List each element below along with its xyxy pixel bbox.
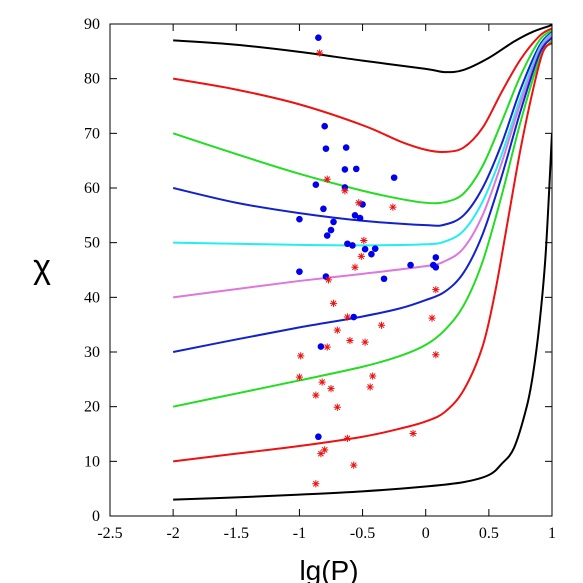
dot-point-1 [321, 122, 328, 130]
star-point-9 [324, 276, 333, 284]
dot-point-16 [323, 232, 331, 239]
star-point-16 [361, 338, 369, 346]
y-tick-label-6: 60 [84, 180, 100, 197]
dot-point-28 [380, 275, 388, 283]
x-tick-label-5: 0 [422, 525, 430, 542]
y-tick-label-2: 20 [84, 399, 100, 416]
star-point-27 [409, 429, 417, 438]
star-point-22 [369, 372, 377, 380]
dot-point-7 [312, 181, 320, 189]
star-point-30 [317, 450, 325, 458]
dot-point-15 [327, 226, 335, 234]
star-point-28 [343, 434, 352, 442]
curve-3 [172, 31, 552, 227]
dot-point-6 [390, 174, 398, 181]
star-point-29 [321, 446, 329, 454]
x-tick-label-3: -1 [293, 525, 306, 542]
y-tick-label-8: 80 [84, 71, 100, 88]
star-point-8 [432, 286, 440, 294]
star-point-1 [323, 175, 331, 183]
x-tick-label-4: -0.5 [350, 525, 375, 542]
dot-point-12 [356, 214, 364, 222]
dot-point-2 [322, 145, 330, 152]
curve-5 [173, 34, 552, 299]
curve-1 [172, 27, 552, 154]
dot-point-11 [351, 212, 359, 219]
dot-point-3 [342, 144, 350, 151]
y-tick-label-4: 40 [84, 289, 100, 306]
dot-point-9 [320, 205, 327, 213]
star-point-26 [333, 403, 341, 411]
curves [172, 24, 552, 501]
star-point-5 [360, 236, 368, 245]
star-point-19 [432, 351, 440, 359]
star-point-7 [351, 263, 359, 271]
dot-point-26 [296, 268, 303, 275]
dot-point-14 [330, 218, 337, 226]
x-tick-label-7: 1 [548, 525, 556, 542]
y-tick-label-0: 0 [92, 508, 100, 525]
star-point-14 [333, 326, 341, 334]
dot-point-27 [322, 273, 330, 280]
dot-point-31 [315, 433, 322, 441]
y-tick-label-1: 10 [84, 453, 100, 470]
x-tick-label-0: -2.5 [97, 525, 122, 542]
dot-point-30 [317, 343, 325, 350]
curve-0 [173, 24, 552, 74]
dot-point-18 [349, 242, 356, 249]
dot-point-0 [315, 34, 322, 41]
star-point-11 [343, 313, 352, 321]
star-point-3 [355, 199, 363, 207]
star-point-12 [377, 321, 386, 329]
star-point-31 [350, 461, 358, 469]
dot-point-17 [344, 240, 351, 248]
star-point-13 [428, 314, 436, 322]
dot-point-5 [341, 166, 349, 173]
star-point-32 [312, 480, 320, 488]
y-tick-label-3: 30 [84, 344, 100, 361]
dot-point-23 [407, 261, 414, 269]
x-tick-label-2: -1.5 [224, 525, 249, 542]
x-tick-label-1: -2 [166, 525, 179, 542]
dot-point-22 [432, 254, 440, 261]
markers [295, 34, 440, 488]
dot-point-19 [361, 245, 369, 253]
star-point-2 [341, 187, 349, 195]
star-point-6 [357, 252, 365, 260]
dot-point-4 [352, 165, 360, 173]
curve-6 [172, 36, 552, 353]
dot-point-25 [432, 263, 440, 271]
dot-point-20 [371, 245, 379, 252]
star-point-20 [295, 373, 304, 381]
curve-4 [173, 32, 552, 247]
star-point-18 [297, 352, 305, 360]
y-axis-label: χ [33, 248, 51, 286]
y-tick-label-7: 70 [84, 125, 100, 142]
star-point-25 [312, 391, 320, 399]
star-point-15 [346, 336, 354, 345]
star-point-4 [389, 203, 397, 211]
star-point-10 [329, 299, 338, 307]
y-tick-label-9: 90 [84, 16, 100, 33]
curve-9 [173, 133, 552, 501]
plot-frame [109, 23, 553, 517]
y-tick-label-5: 50 [84, 235, 100, 252]
curve-8 [173, 42, 552, 463]
x-tick-label-6: 0.5 [479, 525, 499, 542]
curve-2 [172, 29, 552, 205]
star-point-24 [366, 383, 374, 391]
dot-point-29 [350, 313, 358, 321]
dot-point-13 [296, 215, 303, 223]
star-point-17 [323, 343, 331, 351]
star-point-21 [318, 378, 326, 386]
dot-point-21 [368, 250, 375, 258]
star-point-23 [327, 385, 335, 393]
curve-7 [172, 39, 552, 408]
star-point-0 [316, 49, 324, 57]
x-axis-label: lg(P) [299, 555, 358, 583]
